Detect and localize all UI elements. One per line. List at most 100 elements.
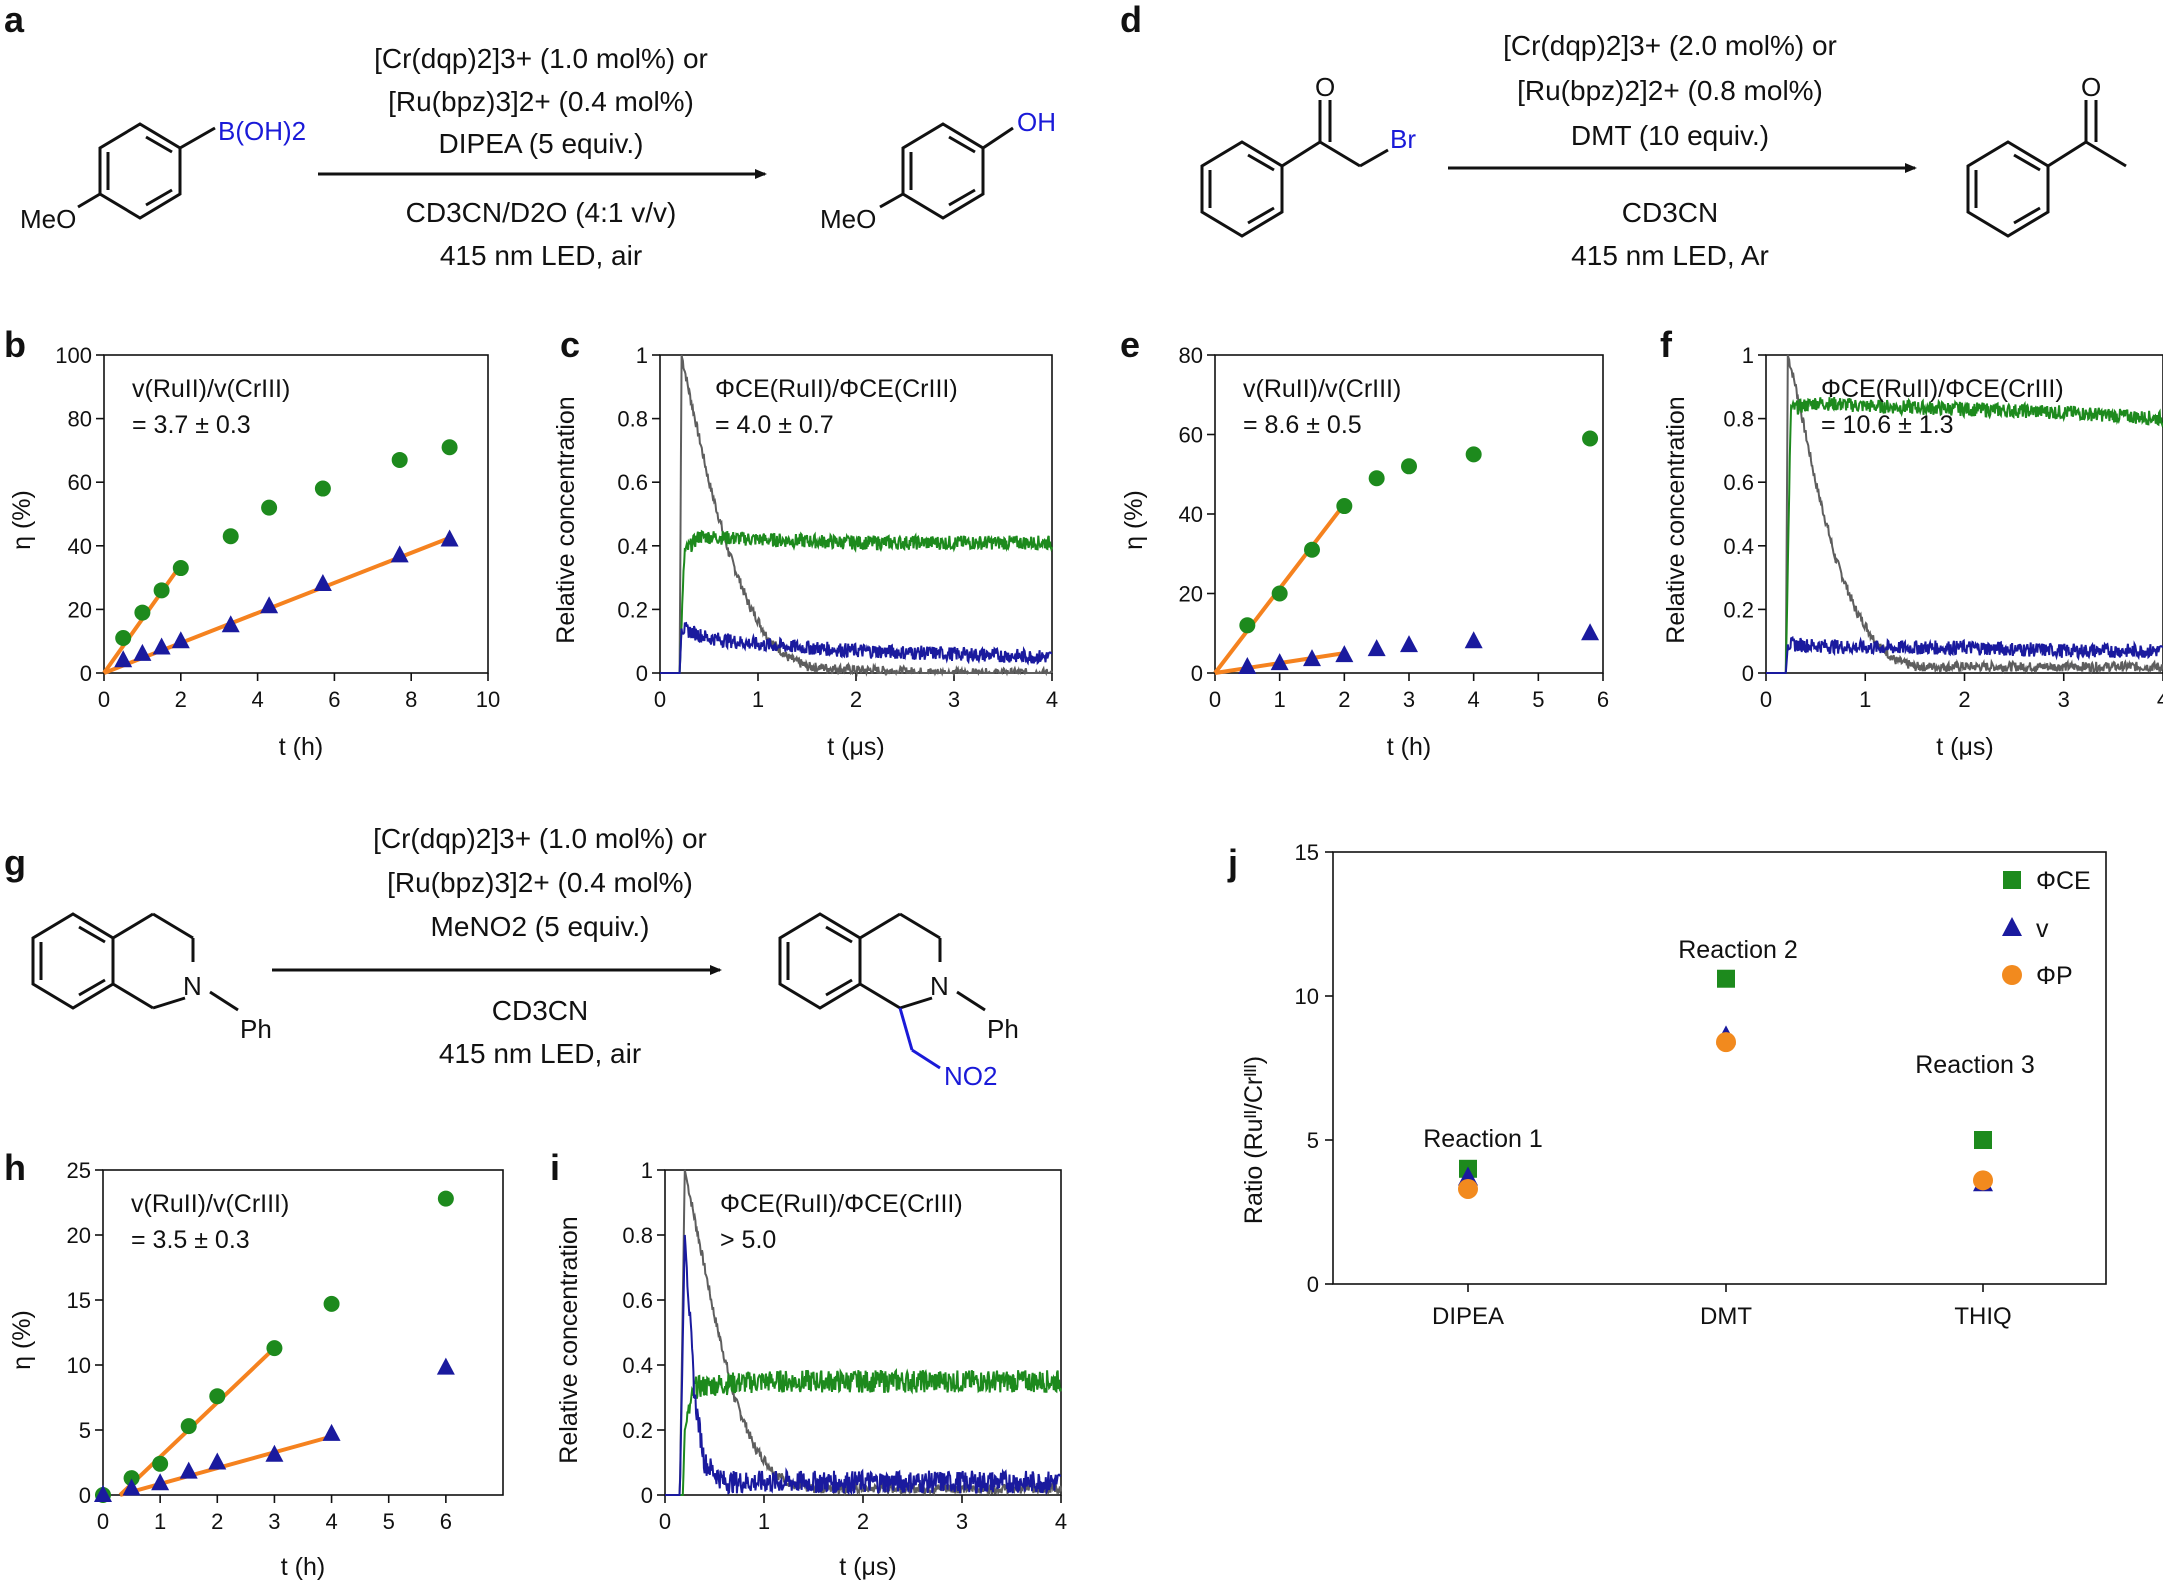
chart-b-annotation: = 3.7 ± 0.3 — [132, 411, 251, 439]
chart-i-ylabel: Relative concentration — [555, 1216, 583, 1463]
chart-f-xlabel: t (μs) — [1936, 733, 1993, 761]
structure-nitromethyl-thiq — [778, 912, 986, 1012]
fit-line — [118, 1346, 276, 1497]
chart-j-frame — [1332, 851, 2107, 1285]
chart-f-annotation: = 10.6 ± 1.3 — [1821, 411, 1954, 439]
amine-nitrogen-label: N — [183, 971, 202, 1001]
chart-i: 0 1 2 3 4 0 0.2 0.4 0.6 0.8 1 ΦCE(RuII)/ΦCE(CrIII) >… — [622, 1158, 1067, 1534]
ru-point — [134, 604, 151, 621]
blue-trace — [1766, 636, 2163, 674]
panel-label-e: e — [1120, 324, 1140, 365]
chart-c-annotation: = 4.0 ± 0.7 — [715, 411, 834, 439]
ru-point — [1368, 470, 1385, 487]
scheme-a-line-5: 415 nm LED, air — [440, 240, 642, 271]
x-tick-label: 0 — [654, 687, 666, 712]
chart-i-annotation: ΦCE(RuII)/ΦCE(CrIII) — [720, 1190, 963, 1218]
phi-p-point — [1716, 1032, 1736, 1053]
ru-point — [123, 1470, 140, 1487]
green-trace — [1766, 397, 2163, 674]
chart-f: 0 1 2 3 4 0 0.2 0.4 0.6 0.8 1 ΦCE(RuII)/ΦCE(CrIII) =… — [1723, 343, 2163, 712]
y-tick-label: 0.2 — [1723, 597, 1754, 622]
x-tick-label: 1 — [154, 1509, 166, 1534]
cr-point — [265, 1444, 284, 1462]
phi-p-point — [1973, 1170, 1993, 1191]
chart-e-annotation: = 8.6 ± 0.5 — [1243, 411, 1362, 439]
cr-point — [133, 643, 152, 661]
ru-point — [209, 1388, 226, 1405]
cr-point — [322, 1423, 341, 1441]
panel-label-f: f — [1660, 324, 1673, 365]
chart-b-frame — [103, 354, 489, 674]
x-tick-label: 0 — [97, 1509, 109, 1534]
panel-label-i: i — [550, 1147, 560, 1188]
x-tick-label: 2 — [175, 687, 187, 712]
ru-point — [441, 439, 458, 456]
x-tick-label: 1 — [758, 1509, 770, 1534]
product-phenyl-label: Ph — [987, 1014, 1019, 1044]
chart-f-ylabel: Relative concentration — [1662, 396, 1690, 643]
ru-point — [391, 451, 408, 468]
ru-point — [323, 1295, 340, 1312]
boronic-acid-label: B(OH)2 — [218, 116, 306, 146]
cr-point — [122, 1478, 141, 1496]
category-label: THIQ — [1954, 1303, 2011, 1330]
y-tick-label: 0 — [641, 1483, 653, 1508]
chart-i-xlabel: t (μs) — [839, 1553, 896, 1581]
y-tick-label: 0.6 — [617, 470, 648, 495]
x-tick-label: 6 — [1597, 687, 1609, 712]
chart-i-frame — [664, 1169, 1062, 1496]
cr-point — [436, 1357, 455, 1375]
cr-point — [440, 529, 459, 547]
y-tick-label: 0.4 — [617, 534, 648, 559]
y-tick-label: 40 — [68, 534, 92, 559]
gray-decay-trace — [1766, 354, 2163, 675]
legend-circle-icon — [2002, 965, 2022, 985]
cr-point — [1303, 649, 1321, 667]
panel-label-c: c — [560, 324, 580, 365]
x-tick-label: 3 — [1403, 687, 1415, 712]
y-tick-label: 15 — [1295, 840, 1319, 865]
x-tick-label: 1 — [1859, 687, 1871, 712]
ru-point — [314, 480, 331, 497]
ru-point — [153, 582, 170, 599]
y-tick-label: 0.8 — [617, 407, 648, 432]
panel-label-d: d — [1120, 0, 1142, 40]
y-tick-label: 5 — [79, 1418, 91, 1443]
x-tick-label: 8 — [405, 687, 417, 712]
x-tick-label: 4 — [1055, 1509, 1067, 1534]
ru-point — [180, 1418, 197, 1435]
scheme-a-line-1: [Cr(dqp)2]3+ (1.0 mol%) or — [374, 43, 708, 74]
bromine-label: Br — [1390, 124, 1416, 154]
y-tick-label: 100 — [55, 343, 92, 368]
y-tick-label: 0.4 — [622, 1353, 653, 1378]
chart-b-xlabel: t (h) — [279, 733, 323, 761]
y-tick-label: 0.2 — [622, 1418, 653, 1443]
category-label: DMT — [1700, 1303, 1752, 1330]
chart-b-ylabel: η (%) — [8, 490, 36, 550]
scheme-g-line-5: 415 nm LED, air — [439, 1038, 641, 1069]
chart-h-annotation: = 3.5 ± 0.3 — [131, 1226, 250, 1254]
x-tick-label: 2 — [850, 687, 862, 712]
x-tick-label: 3 — [948, 687, 960, 712]
chart-c: 0 1 2 3 4 0 0.2 0.4 0.6 0.8 1 ΦCE(RuII)/ΦCE(CrIII) =… — [617, 343, 1058, 712]
panel-label-j: j — [1227, 842, 1238, 883]
y-tick-label: 80 — [1179, 343, 1203, 368]
y-tick-label: 10 — [67, 1353, 91, 1378]
x-tick-label: 10 — [476, 687, 500, 712]
product-methoxy-label: MeO — [820, 204, 876, 234]
ru-point — [1239, 617, 1256, 634]
structure-2-bromoacetophenone — [1200, 100, 1389, 238]
x-tick-label: 2 — [1958, 687, 1970, 712]
cr-point — [1335, 645, 1354, 663]
legend-square-icon — [2003, 871, 2021, 889]
reaction-annotation: Reaction 2 — [1678, 936, 1798, 964]
y-tick-label: 60 — [68, 470, 92, 495]
y-tick-label: 0.4 — [1723, 534, 1754, 559]
phi-ce-point — [1717, 969, 1735, 988]
ru-point — [266, 1340, 283, 1357]
cr-point — [94, 1485, 112, 1502]
legend-triangle-icon — [2002, 917, 2022, 936]
y-tick-label: 80 — [68, 407, 92, 432]
